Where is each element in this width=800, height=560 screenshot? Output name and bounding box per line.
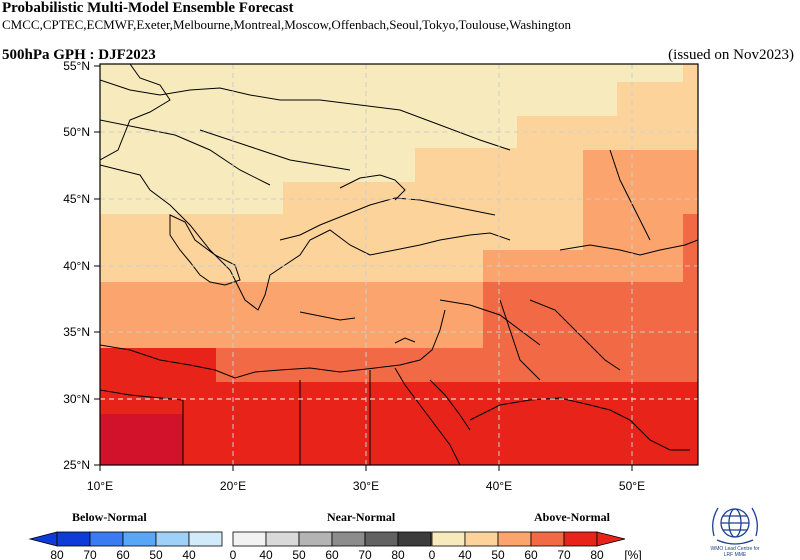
field-and-season: 500hPa GPH : DJF2023	[2, 47, 156, 63]
y-tick-label: 40°N	[63, 259, 90, 273]
y-tick-label: 25°N	[63, 458, 90, 472]
y-tick-label: 55°N	[63, 59, 90, 73]
y-tick-label: 30°N	[63, 392, 90, 406]
legend-tick-label: 60	[524, 548, 538, 560]
graticule	[100, 64, 698, 465]
x-tick-label: 50°E	[619, 479, 645, 493]
probability-legend: 80 70 60 50 40 0 40 50 60 70 80 0 40 50 60 70 80 [%]	[28, 531, 642, 560]
contributing-centres: CMCC,CPTEC,ECMWF,Exeter,Melbourne,Montre…	[2, 17, 571, 32]
probability-field	[100, 64, 698, 465]
x-tick-label: 10°E	[87, 479, 113, 493]
coastlines	[100, 64, 698, 465]
legend-tick-label: 80	[50, 548, 64, 560]
x-tick-label: 20°E	[220, 479, 246, 493]
below-arrow	[28, 531, 58, 547]
below-normal-label: Below-Normal	[72, 510, 147, 524]
legend-tick-label: 70	[358, 548, 372, 560]
legend-swatch	[431, 531, 466, 547]
legend-swatch	[265, 531, 300, 547]
y-tick-label: 35°N	[63, 325, 90, 339]
legend-tick-label: 50	[491, 548, 505, 560]
legend-unit: [%]	[624, 548, 641, 560]
legend-tick-label: 0	[429, 548, 436, 560]
legend-tick-label: 0	[230, 548, 237, 560]
above-arrow	[596, 531, 626, 547]
legend-tick-label: 40	[259, 548, 273, 560]
legend-swatch	[232, 531, 267, 547]
legend-swatch	[530, 531, 565, 547]
legend-tick-label: 80	[391, 548, 405, 560]
legend-swatch	[464, 531, 499, 547]
legend-tick-label: 50	[292, 548, 306, 560]
issue-date: (issued on Nov2023)	[668, 47, 794, 63]
legend-swatch	[563, 531, 598, 547]
near-normal-label: Near-Normal	[327, 510, 396, 524]
legend-tick-label: 60	[116, 548, 130, 560]
x-tick-label: 40°E	[486, 479, 512, 493]
legend-swatch	[155, 531, 190, 547]
x-tick-label: 30°E	[353, 479, 379, 493]
legend-swatch	[364, 531, 399, 547]
legend-tick-label: 70	[557, 548, 571, 560]
y-tick-label: 45°N	[63, 192, 90, 206]
legend-swatch	[298, 531, 333, 547]
legend-tick-label: 40	[182, 548, 196, 560]
legend-swatch	[397, 531, 432, 547]
legend-swatch	[497, 531, 532, 547]
legend-tick-label: 50	[149, 548, 163, 560]
y-tick-label: 50°N	[63, 125, 90, 139]
legend-swatch	[89, 531, 124, 547]
legend-swatch	[56, 531, 91, 547]
map-frame	[99, 63, 699, 466]
legend-tick-label: 70	[83, 548, 97, 560]
forecast-title: Probabilistic Multi-Model Ensemble Forec…	[2, 0, 294, 16]
legend-swatch	[122, 531, 157, 547]
legend-tick-label: 80	[590, 548, 604, 560]
above-normal-label: Above-Normal	[534, 510, 610, 524]
wmo-logo-icon	[712, 507, 758, 545]
legend-swatch	[188, 531, 223, 547]
legend-tick-label: 40	[458, 548, 472, 560]
wmo-logo-caption: WMO Lead Centre for LRF MME	[710, 546, 760, 558]
legend-swatch	[331, 531, 366, 547]
legend-tick-label: 60	[325, 548, 339, 560]
